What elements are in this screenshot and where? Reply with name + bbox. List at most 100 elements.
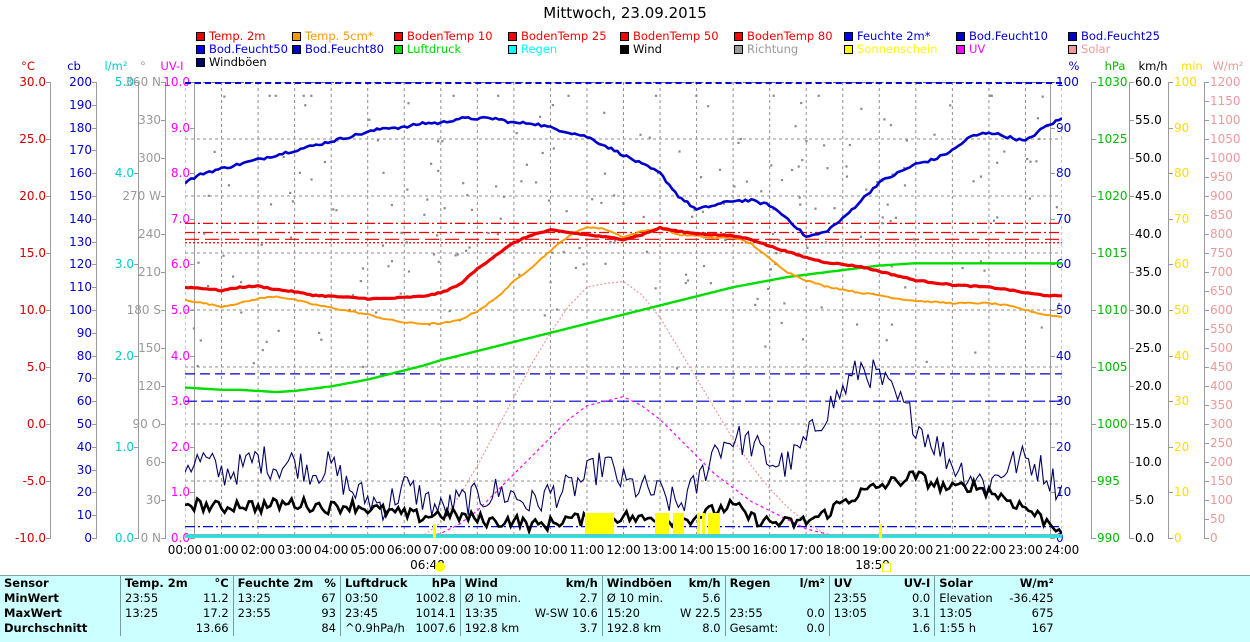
axis-tick-label: 150 — [69, 189, 92, 203]
table-rowlabel: Sensor — [4, 576, 49, 590]
legend-swatch-icon — [844, 32, 853, 41]
legend-item-sonnenschein[interactable]: Sonnenschein — [844, 43, 937, 55]
axis-tick-mark — [46, 310, 51, 311]
axis-tick-label: 5.0 — [1135, 493, 1155, 507]
legend-swatch-icon — [292, 45, 301, 54]
table-cell: 23:55 — [828, 591, 900, 606]
x-axis-label: 10:00 — [533, 543, 568, 557]
table-cell: 5.6 — [702, 591, 721, 605]
axis-tick-label: 60 — [145, 455, 161, 469]
axis-tick-mark — [1204, 196, 1209, 197]
sunshine-bar — [654, 513, 670, 534]
axis-tick-mark — [190, 447, 195, 448]
legend-item-bod-feucht50[interactable]: Bod.Feucht50 — [196, 43, 288, 55]
legend-item-temp-2m[interactable]: Temp. 2m — [196, 30, 265, 42]
axis-tick-label: 0 — [1174, 531, 1182, 545]
axis-tick-mark — [134, 264, 139, 265]
axis-unit-Wm: W/m² — [1212, 59, 1244, 73]
legend-swatch-icon — [196, 32, 205, 41]
axis-tick-label: 80 — [76, 348, 92, 363]
axis-tick-mark — [1204, 177, 1209, 178]
legend-label: BodenTemp 10 — [407, 29, 493, 43]
axis-tick-mark — [161, 424, 166, 425]
axis-tick-label: 20 — [76, 485, 92, 500]
legend-item-bodentemp-80[interactable]: BodenTemp 80 — [734, 30, 833, 42]
table-col-name: Solar — [934, 576, 1006, 591]
axis-tick-mark — [1129, 386, 1134, 387]
x-axis-label: 20:00 — [898, 543, 934, 557]
legend-item-bod-feucht10[interactable]: Bod.Feucht10 — [956, 30, 1048, 42]
legend-item-luftdruck[interactable]: Luftdruck — [394, 43, 461, 55]
axis-tick-label: 35.0 — [1135, 265, 1162, 279]
sunshine-bar — [707, 513, 721, 534]
axis-tick-mark — [1168, 128, 1173, 129]
axis-tick-label: 20.0 — [1135, 379, 1162, 393]
legend-item-feuchte-2m[interactable]: Feuchte 2m* — [844, 30, 930, 42]
axis-tick-label: 160 — [69, 166, 92, 181]
axis-tick-label: 270 W — [122, 189, 161, 203]
axis-tick-mark — [134, 356, 139, 357]
legend-item-regen[interactable]: Regen — [508, 43, 557, 55]
axis-tick-mark — [161, 538, 166, 539]
legend-item-bodentemp-10[interactable]: BodenTemp 10 — [394, 29, 493, 43]
table-col-name: Feuchte 2m — [232, 576, 318, 591]
axis-tick-mark — [1168, 264, 1173, 265]
table-col-unit: km/h — [565, 576, 598, 590]
axis-tick-label: 130 — [69, 234, 92, 249]
axis-tick-mark — [46, 538, 51, 539]
axis-tick-label: 990 — [1097, 531, 1120, 545]
table-cell: 167 — [1031, 621, 1054, 635]
sunset-sun-icon — [881, 563, 891, 572]
axis-unit-kmh: km/h — [1138, 59, 1168, 73]
axis-tick-label: 900 — [1210, 189, 1233, 203]
axis-tick-mark — [92, 401, 97, 402]
axis-tick-label: 400 — [1210, 379, 1233, 393]
axis-tick-label: 30 — [1056, 394, 1072, 409]
axis-tick-mark — [92, 128, 97, 129]
axis-tick-label: -5.0 — [22, 474, 46, 488]
table-cell: 84 — [321, 621, 336, 635]
axis-tick-label: 1.0 — [170, 485, 190, 500]
legend-item-uv[interactable]: UV — [956, 43, 985, 55]
axis-tick-mark — [92, 538, 97, 539]
axis-tick-label: 9.0 — [170, 120, 190, 135]
table-cell: 13:05 — [934, 606, 1006, 621]
axis-tick-label: 90 O — [132, 417, 161, 431]
rain-baseline — [185, 534, 1062, 537]
series-wind — [185, 470, 1062, 536]
axis-tick-mark — [161, 310, 166, 311]
table-col-unit: UV-I — [903, 576, 931, 590]
axis-tick-mark — [1091, 310, 1096, 311]
chart-svg — [185, 82, 1062, 538]
axis-tick-mark — [92, 310, 97, 311]
series-temp-5cm — [185, 225, 1062, 326]
axis-tick-mark — [190, 356, 195, 357]
table-col-unit: hPa — [431, 576, 456, 590]
legend-item-solar[interactable]: Solar — [1068, 43, 1110, 55]
axis-tick-mark — [190, 264, 195, 265]
axis-tick-label: 4.0 — [114, 166, 134, 181]
axis-tick-mark — [161, 196, 166, 197]
table-cell: 0.0 — [911, 591, 931, 605]
axis-tick-mark — [1129, 424, 1134, 425]
table-rowlabel: Durchschnitt — [4, 621, 88, 635]
axis-tick-mark — [1168, 310, 1173, 311]
table-row: MaxWert 13:25 17.2 23:55 93 23:45 1014.1 13:35 W… — [0, 606, 1058, 621]
axis-tick-mark — [1168, 173, 1173, 174]
axis-unit-UVI: UV-I — [160, 59, 184, 73]
axis-tick-mark — [92, 424, 97, 425]
legend-item-bod-feucht25[interactable]: Bod.Feucht25 — [1068, 30, 1160, 42]
chart-plot-area[interactable] — [185, 82, 1062, 538]
legend-item-temp-5cm[interactable]: Temp. 5cm* — [292, 30, 374, 42]
axis-tick-mark — [1050, 492, 1055, 493]
table-col-unit: l/m² — [799, 576, 825, 590]
axis-tick-label: 7.0 — [170, 211, 190, 226]
legend-swatch-icon — [956, 45, 965, 54]
legend-item-bod-feucht80[interactable]: Bod.Feucht80 — [292, 43, 384, 55]
legend-item-windb-en[interactable]: Windböen — [196, 56, 267, 68]
legend-item-bodentemp-25[interactable]: BodenTemp 25 — [508, 30, 607, 42]
legend-item-richtung[interactable]: Richtung — [734, 43, 798, 55]
legend-item-bodentemp-50[interactable]: BodenTemp 50 — [620, 30, 719, 42]
table-cell: 67 — [321, 591, 336, 605]
legend-item-wind[interactable]: Wind — [620, 43, 662, 55]
